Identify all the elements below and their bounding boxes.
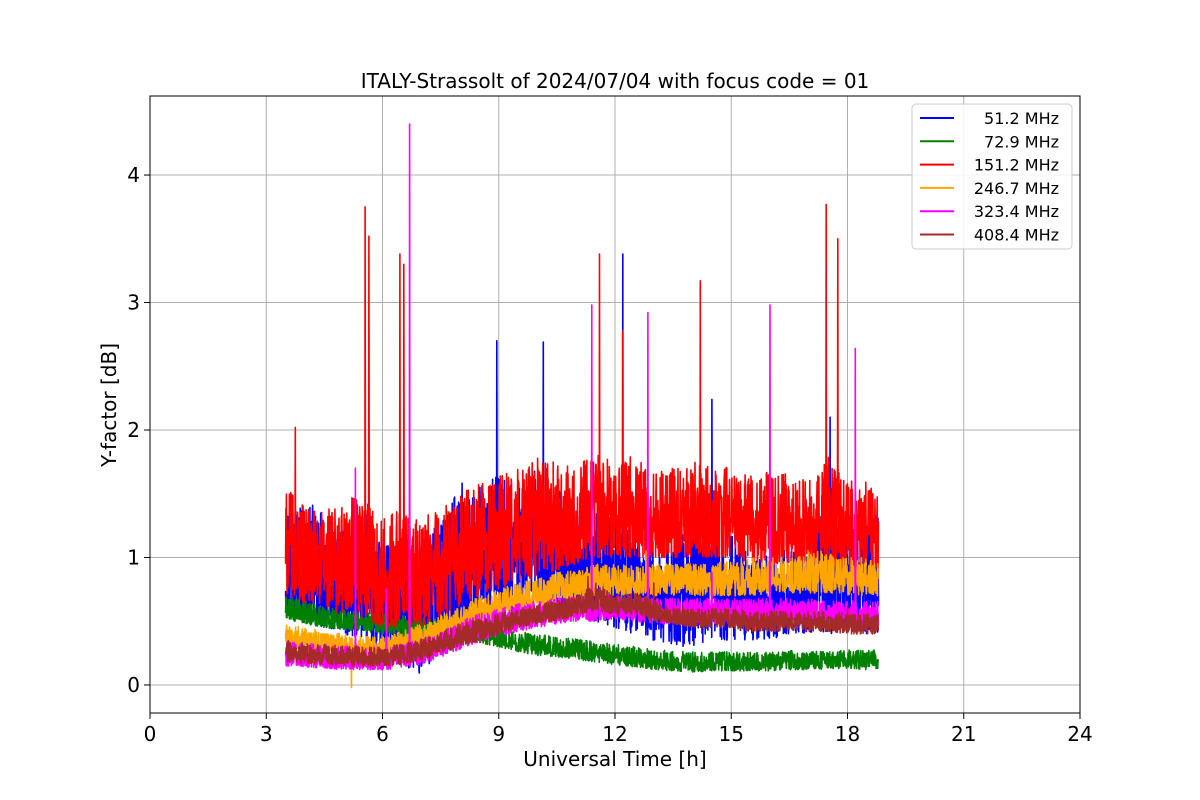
series-line-3 [284,550,880,689]
y-tick-label: 1 [127,545,140,569]
legend-entries: 51.2 MHz 72.9 MHz 151.2 MHz 246.7 MHz 323.4 … [920,109,1059,245]
legend-label: 151.2 MHz [974,156,1059,175]
y-tick-label: 2 [127,418,140,442]
x-tick-label: 21 [951,722,976,746]
x-tick-label: 15 [719,722,744,746]
legend-label: 408.4 MHz [974,226,1059,245]
x-tick-label: 18 [835,722,860,746]
y-tick-label: 3 [127,291,140,315]
y-axis-ticks: 0 1 2 3 4 [127,163,150,697]
x-tick-label: 3 [260,722,273,746]
x-axis-label: Universal Time [h] [523,747,706,771]
legend: 51.2 MHz 72.9 MHz 151.2 MHz 246.7 MHz 323.4 … [911,103,1073,250]
x-tick-label: 6 [376,722,389,746]
legend-label: 72.9 MHz [984,132,1059,151]
legend-label: 323.4 MHz [974,202,1059,221]
legend-label: 246.7 MHz [974,179,1059,198]
y-tick-label: 4 [127,163,140,187]
legend-label: 51.2 MHz [984,109,1059,128]
x-tick-label: 0 [144,722,157,746]
series-layer [284,123,880,689]
legend-box [911,103,1073,250]
series-line-1 [284,596,880,673]
chart-title: ITALY-Strassolt of 2024/07/04 with focus… [361,69,870,93]
x-axis-ticks: 0 3 6 9 12 15 18 21 24 [144,713,1093,746]
x-tick-label: 24 [1067,722,1092,746]
y-tick-label: 0 [127,673,140,697]
series-line-5 [284,575,879,667]
series-line-2 [284,203,880,629]
x-tick-label: 9 [492,722,505,746]
x-tick-label: 12 [602,722,627,746]
y-axis-label: Y-factor [dB] [97,343,121,468]
